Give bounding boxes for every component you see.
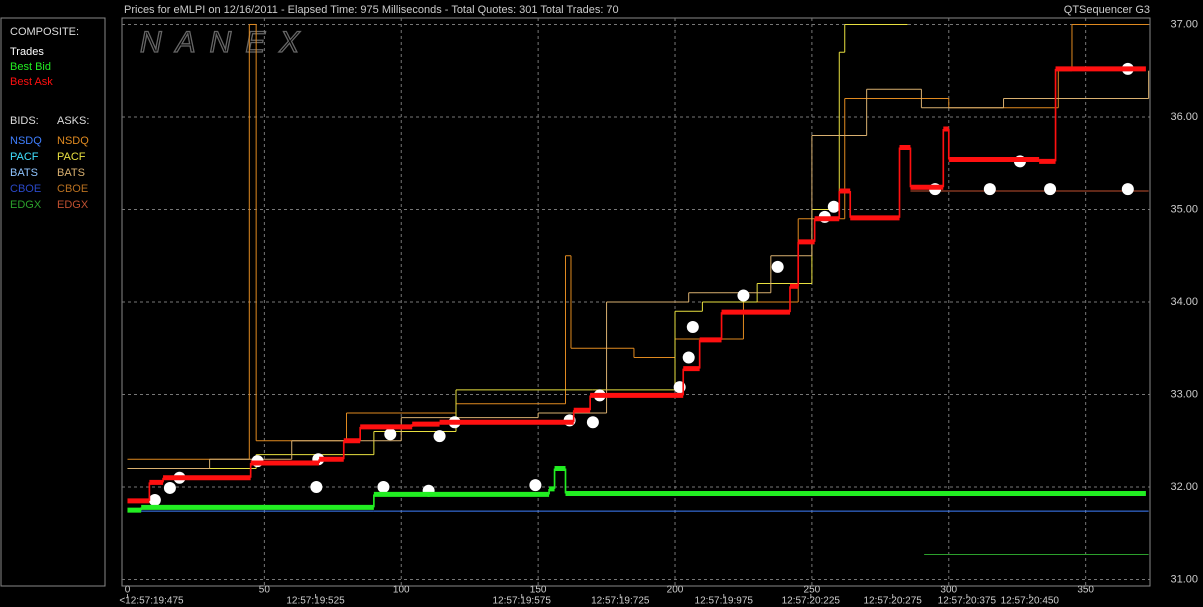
legend-entry: PACF — [10, 151, 39, 163]
time-tick-label: <12:57:19:475 — [119, 596, 184, 607]
legend-entry: Best Bid — [10, 61, 51, 73]
y-tick-label: 32.00 — [1170, 481, 1198, 493]
x-tick-label: 350 — [1077, 585, 1094, 596]
legend-entry: BATS — [57, 167, 85, 179]
legend-entry: NSDQ — [57, 135, 89, 147]
trade-dot — [377, 481, 390, 494]
y-tick-label: 37.00 — [1170, 18, 1198, 30]
legend-entry: Trades — [10, 46, 44, 58]
legend-entry: PACF — [57, 151, 86, 163]
trade-dot — [682, 351, 695, 364]
trade-dot — [529, 479, 542, 492]
legend-heading: COMPOSITE: — [10, 26, 79, 38]
legend-entry: CBOE — [10, 183, 41, 195]
trade-dot — [686, 320, 699, 333]
x-tick-label: 50 — [259, 585, 271, 596]
legend-heading: ASKS: — [57, 115, 89, 127]
x-tick-label: 200 — [667, 585, 684, 596]
watermark: NANEX — [140, 26, 313, 59]
legend-heading: BIDS: — [10, 115, 39, 127]
trade-dot — [384, 428, 397, 441]
y-tick-label: 35.00 — [1170, 203, 1198, 215]
x-tick-label: 250 — [804, 585, 821, 596]
time-tick-label: 12:57:19:725 — [591, 596, 650, 607]
x-tick-label: 150 — [530, 585, 547, 596]
trade-dot — [310, 481, 323, 494]
trade-dot — [1044, 183, 1057, 196]
time-tick-label: 12:57:19:575 — [493, 596, 552, 607]
trade-dot — [737, 289, 750, 302]
legend-entry: EDGX — [57, 199, 89, 211]
legend-entry: EDGX — [10, 199, 42, 211]
trade-dot — [163, 481, 176, 494]
trade-dot — [771, 260, 784, 273]
trade-dot — [148, 493, 161, 506]
y-tick-label: 36.00 — [1170, 111, 1198, 123]
trade-dot — [586, 416, 599, 429]
time-tick-label: 12:57:20:450 — [1001, 596, 1060, 607]
trade-dot — [827, 200, 840, 213]
time-tick-label: 12:57:20:375 — [938, 596, 997, 607]
legend-panel — [0, 17, 106, 587]
legend-entry: Best Ask — [10, 76, 53, 88]
legend-entry: BATS — [10, 167, 38, 179]
x-tick-label: 0 — [125, 585, 131, 596]
time-tick-label: 12:57:20:225 — [782, 596, 841, 607]
chart-title: Prices for eMLPI on 12/16/2011 - Elapsed… — [124, 4, 619, 16]
y-tick-label: 31.00 — [1170, 573, 1198, 585]
x-tick-label: 300 — [940, 585, 957, 596]
y-tick-label: 33.00 — [1170, 388, 1198, 400]
legend-entry: NSDQ — [10, 135, 42, 147]
trade-dot — [983, 183, 996, 196]
time-tick-label: 12:57:20:275 — [863, 596, 922, 607]
legend-entry: CBOE — [57, 183, 88, 195]
trade-dot — [433, 430, 446, 443]
x-tick-label: 100 — [393, 585, 410, 596]
app-label: QTSequencer G3 — [1064, 4, 1150, 16]
time-tick-label: 12:57:19:975 — [695, 596, 754, 607]
y-tick-label: 34.00 — [1170, 296, 1198, 308]
trade-dot — [1121, 183, 1134, 196]
time-tick-label: 12:57:19:525 — [286, 596, 345, 607]
